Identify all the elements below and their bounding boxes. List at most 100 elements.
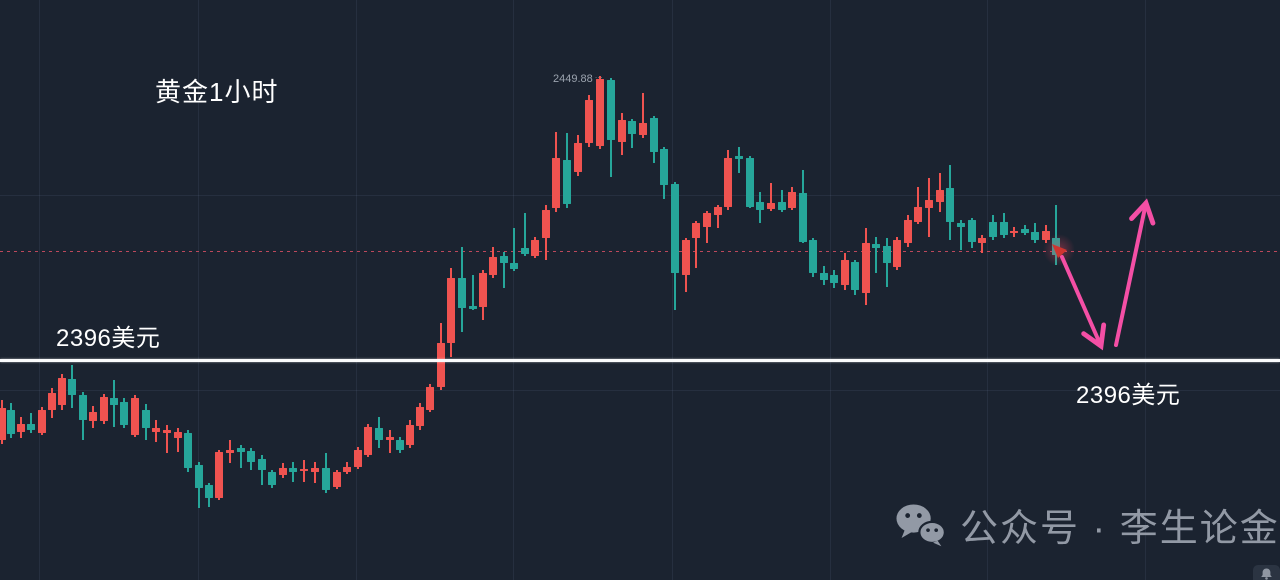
candle-body [174,432,182,438]
chart-title: 黄金1小时 [155,77,279,107]
gridline [39,0,40,580]
candle-body [237,448,245,452]
candle-body [300,469,308,471]
alert-bell-button[interactable] [1253,565,1280,580]
candle-wick [1055,205,1057,265]
candle-wick [513,228,515,271]
candle-body [0,408,6,440]
candle-body [563,160,571,204]
candle-body [416,407,424,426]
candle-wick [240,445,242,468]
candle-body [343,467,351,472]
candle-body [904,220,912,243]
candle-body [142,410,150,428]
candle-body [375,428,383,440]
candle-wick [472,275,474,310]
candle-body [585,100,593,143]
candle-body [68,379,76,395]
candle-body [767,203,775,209]
candle-body [756,202,764,210]
candle-wick [981,235,983,253]
candle-wick [389,430,391,453]
candle-body [682,240,690,275]
gridline [672,0,673,580]
candle-body [163,430,171,433]
candle-body [872,244,880,248]
candle-body [735,156,743,159]
support-label-left[interactable]: 2396美元 [56,325,161,352]
bell-icon [1261,568,1272,580]
candle-body [714,207,722,215]
candle-body [607,80,615,140]
candle-wick [917,187,919,224]
current-price-line [0,251,1280,252]
support-label-right[interactable]: 2396美元 [1076,382,1181,409]
candle-body [788,192,796,208]
candle-body [38,410,46,433]
candle-body [48,393,56,410]
candle-wick [781,190,783,212]
candle-body [226,450,234,453]
candle-body [542,210,550,238]
candle-body [1021,229,1029,233]
watermark: 公众号 · 李生论金 [896,497,1280,552]
candle-body [639,123,647,135]
candle-body [618,120,626,142]
candle-wick [261,455,263,485]
candle-wick [642,93,644,138]
candle-body [671,184,679,273]
candle-body [660,149,668,185]
candle-body [215,452,223,498]
candle-body [152,428,160,432]
candle-body [131,398,139,435]
candle-body [531,240,539,256]
candle-body [311,468,319,472]
candle-body [120,402,128,425]
support-line-2396[interactable] [0,359,1280,362]
peak-price-label: 2449.88 ··· [553,73,603,85]
candle-body [968,220,976,242]
candle-wick [738,147,740,173]
candle-body [469,306,477,309]
candle-body [396,440,404,450]
candle-body [978,238,986,243]
candle-wick [770,183,772,211]
candle-body [406,425,414,445]
candle-body [458,278,466,308]
candle-wick [706,211,708,243]
candle-body [521,248,529,254]
candle-body [426,387,434,410]
candle-body [354,450,362,467]
candle-wick [960,220,962,250]
candle-body [830,275,838,283]
candle-body [500,256,508,263]
candle-body [851,262,859,290]
candle-body [692,223,700,238]
candle-body [7,410,15,434]
candle-body [841,260,849,285]
candle-body [799,193,807,242]
candle-wick [503,252,505,288]
candle-body [809,240,817,273]
candle-body [258,459,266,470]
candle-body [289,468,297,472]
candle-body [268,472,276,485]
candle-body [703,213,711,227]
gridline [356,0,357,580]
gridline [0,195,1280,196]
candle-body [184,433,192,468]
candle-body [1010,231,1018,233]
candle-body [510,263,518,269]
candle-wick [166,425,168,453]
candle-body [925,200,933,208]
gridline [830,0,831,580]
gridline [987,0,988,580]
candle-body [489,257,497,275]
candle-body [1042,231,1050,240]
candle-body [79,395,87,420]
gridline [0,390,1280,391]
candle-body [205,485,213,498]
candle-wick [314,462,316,483]
